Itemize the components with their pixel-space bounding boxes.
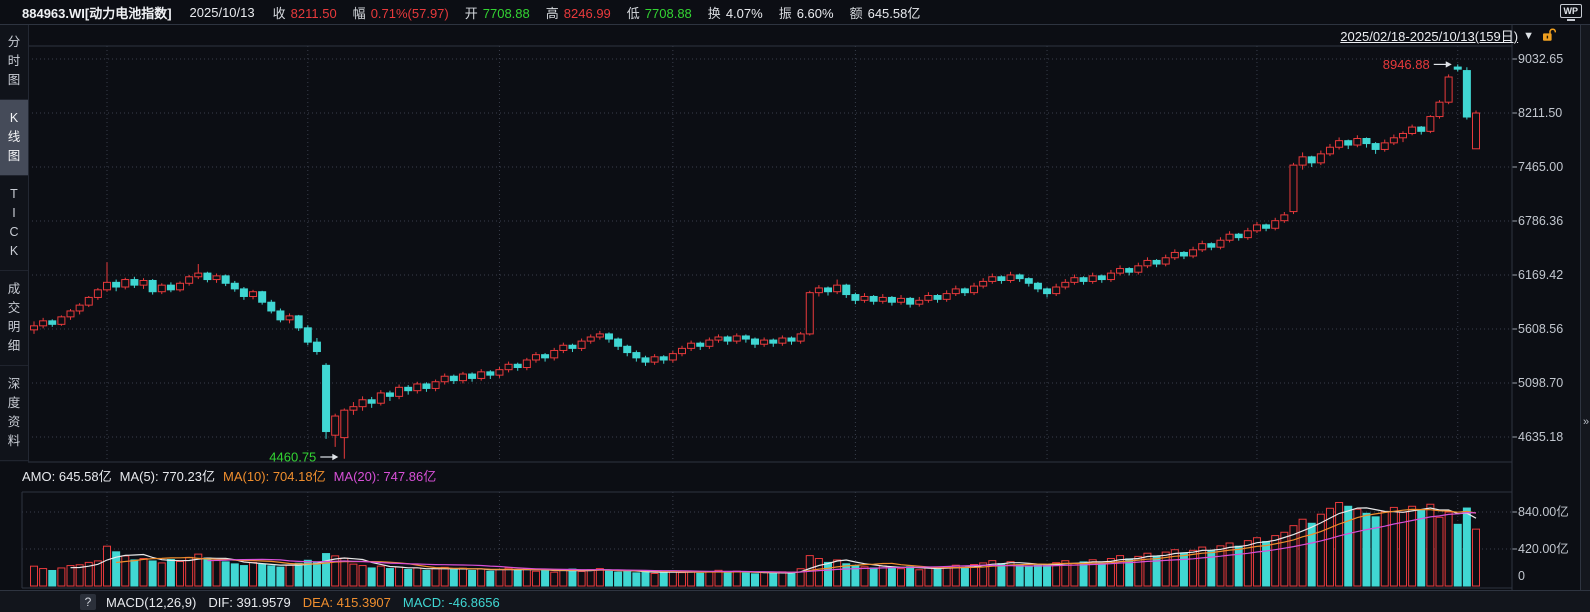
- macd-values: DIF: 391.9579 DEA: 415.3907 MACD: -46.8656: [208, 595, 511, 610]
- symbol-title: 884963.WI[动力电池指数]: [22, 5, 172, 21]
- quote-field-value: 0.71%(57.97): [370, 5, 449, 21]
- expand-panel-icon[interactable]: »: [1582, 416, 1590, 428]
- y-axis-label: 6169.42: [1518, 268, 1564, 282]
- volume-ma-readout: MA(5): 770.23亿: [119, 469, 215, 484]
- quote-field-value: 6.60%: [796, 5, 834, 21]
- quote-field-value: 8246.99: [563, 5, 611, 21]
- trade-date: 2025/10/13: [189, 4, 255, 20]
- quote-field-label: 高: [545, 5, 559, 21]
- chevron-down-icon[interactable]: ▼: [1523, 29, 1534, 42]
- macd-params-label: MACD(12,26,9): [106, 594, 197, 610]
- price-annotation: 4460.75: [269, 450, 316, 465]
- macd-readout: DIF: 391.9579: [208, 594, 291, 610]
- quote-field-label: 额: [849, 5, 863, 21]
- y-axis-label: 0: [1518, 569, 1525, 583]
- sidebar-tab-成交明细[interactable]: 成交明细: [0, 271, 28, 366]
- sidebar-tab-深度资料[interactable]: 深度资料: [0, 366, 28, 461]
- quote-field-label: 收: [272, 5, 286, 21]
- header-quote-fields: 收 8211.50 幅 0.71%(57.97) 开 7708.88 高 8246.99 低 77…: [273, 3, 937, 22]
- header-bar: 884963.WI[动力电池指数] 2025/10/13 收 8211.50 幅 0.…: [0, 0, 1590, 25]
- quote-field-label: 幅: [352, 5, 366, 21]
- macd-readout: DEA: 415.3907: [302, 594, 391, 610]
- volume-ma-readout: MA(20): 747.86亿: [333, 469, 437, 484]
- volume-ma-readout: MA(10): 704.18亿: [222, 469, 326, 484]
- quote-field-value: 7708.88: [644, 5, 692, 21]
- wp-icon[interactable]: WP: [1559, 3, 1582, 21]
- help-icon[interactable]: ?: [80, 594, 96, 610]
- right-rail: »: [1580, 24, 1590, 612]
- lock-unlocked-icon[interactable]: [1542, 27, 1557, 45]
- y-axis-label: 5098.70: [1518, 375, 1564, 390]
- volume-indicator-row: AMO: 645.58亿 MA(5): 770.23亿 MA(10): 704.18…: [22, 464, 1502, 487]
- y-axis-label: 6786.36: [1518, 214, 1564, 228]
- quote-field-value: 4.07%: [725, 5, 763, 21]
- macd-readout: MACD: -46.8656: [402, 594, 500, 610]
- date-range-row: 2025/02/18-2025/10/13(159日) ▼: [28, 25, 1578, 46]
- y-axis-label: 7465.00: [1518, 160, 1564, 174]
- y-axis-label: 420.00亿: [1518, 542, 1569, 556]
- quote-field-label: 振: [778, 5, 792, 21]
- y-axis-label: 4635.18: [1518, 429, 1564, 444]
- date-range-selector[interactable]: 2025/02/18-2025/10/13(159日): [1340, 29, 1519, 44]
- price-annotation: 8946.88: [1383, 57, 1430, 72]
- quote-field-label: 开: [464, 5, 478, 21]
- quote-field-label: 换: [707, 5, 721, 21]
- y-axis-label: 5608.56: [1518, 322, 1564, 336]
- price-axis-pane: 9032.65 8211.50 7465.00 6786.36 6169.42 5608.…: [1513, 24, 1578, 608]
- quote-field-label: 低: [626, 5, 640, 21]
- quote-field-value: 8211.50: [290, 5, 337, 21]
- y-axis-label: 840.00亿: [1518, 505, 1569, 519]
- quote-field-value: 645.58亿: [867, 5, 921, 21]
- macd-status-bar: ? MACD(12,26,9) DIF: 391.9579 DEA: 415.39…: [0, 590, 1590, 612]
- quote-field-value: 7708.88: [482, 5, 530, 21]
- volume-ma-readout: AMO: 645.58亿: [22, 469, 112, 484]
- sidebar-tab-分时图[interactable]: 分时图: [0, 24, 28, 100]
- y-axis-label: 8211.50: [1518, 106, 1563, 120]
- y-axis-label: 9032.65: [1518, 52, 1564, 66]
